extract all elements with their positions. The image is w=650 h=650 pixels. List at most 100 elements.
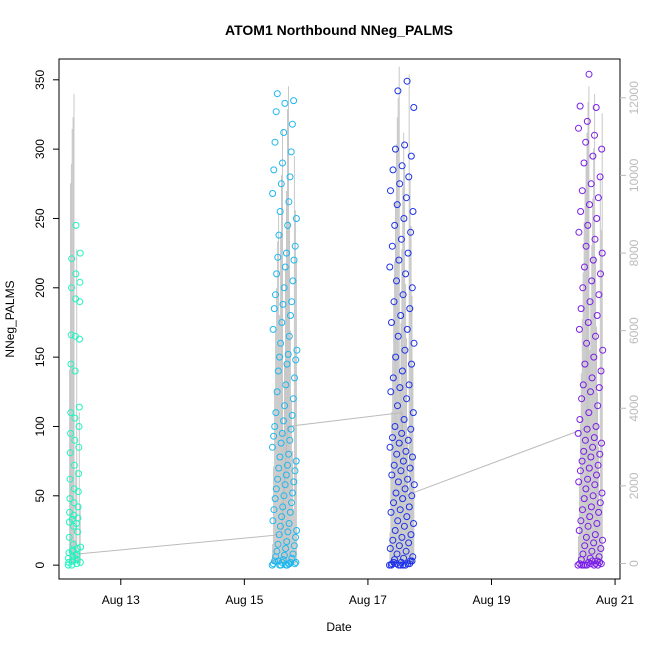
data-point: [591, 531, 599, 539]
data-point: [72, 551, 80, 559]
data-point: [287, 312, 294, 319]
data-point: [286, 436, 294, 444]
data-point: [281, 99, 289, 107]
data-point: [400, 215, 408, 222]
data-point: [409, 553, 417, 561]
data-point: [272, 409, 280, 417]
data-point: [75, 423, 83, 430]
data-point: [272, 291, 279, 299]
data-point: [68, 547, 76, 555]
data-point: [584, 522, 592, 530]
data-point: [596, 450, 604, 458]
data-point: [591, 235, 599, 243]
data-point: [279, 159, 286, 167]
data-point: [598, 439, 605, 447]
data-point: [581, 436, 589, 444]
data-point: [404, 249, 412, 257]
x-tick-label: Aug 13: [102, 593, 140, 607]
data-point: [288, 499, 295, 507]
data-point: [276, 522, 284, 530]
secondary-series-layer: [69, 66, 603, 564]
data-point: [386, 545, 394, 552]
data-point: [410, 339, 418, 347]
data-point: [591, 131, 598, 139]
data-point: [269, 517, 277, 525]
data-point: [593, 215, 601, 222]
data-point: [292, 558, 300, 566]
data-point: [285, 450, 293, 458]
data-point: [68, 284, 75, 292]
data-point: [402, 194, 410, 202]
data-point: [74, 528, 82, 536]
data-point: [66, 495, 74, 503]
data-point: [407, 228, 415, 236]
data-point: [68, 255, 76, 263]
data-point: [403, 325, 411, 333]
data-point: [589, 256, 597, 264]
data-point: [282, 545, 290, 552]
data-point: [581, 263, 588, 271]
x-tick-label: Aug 19: [472, 593, 510, 607]
data-point: [290, 478, 298, 486]
data-point: [593, 312, 601, 319]
data-point: [395, 439, 403, 447]
data-point: [582, 485, 590, 493]
data-point: [582, 533, 590, 541]
data-point: [595, 384, 603, 392]
data-point: [581, 542, 589, 550]
data-point: [288, 411, 296, 419]
data-point: [593, 520, 601, 527]
data-point: [588, 547, 596, 555]
data-point: [397, 312, 405, 319]
data-point: [291, 242, 299, 250]
data-point: [270, 432, 278, 440]
data-point: [577, 208, 585, 215]
data-point: [391, 221, 399, 229]
data-point: [399, 495, 407, 503]
data-point: [389, 166, 397, 174]
data-point: [397, 467, 405, 475]
x-axis: Aug 13 Aug 15 Aug 17 Aug 19 Aug 21: [102, 579, 634, 607]
data-point: [579, 506, 586, 514]
data-point: [409, 409, 417, 417]
y2-tick-label: 8000: [627, 239, 641, 266]
data-point: [575, 527, 583, 534]
data-point: [287, 148, 295, 156]
data-point: [392, 145, 399, 153]
data-point: [574, 429, 582, 437]
data-point: [71, 436, 79, 444]
data-point: [389, 536, 397, 544]
data-point: [391, 423, 399, 430]
data-point: [281, 481, 289, 489]
connector-layer: [77, 412, 591, 555]
data-point: [389, 434, 396, 442]
data-point: [394, 332, 402, 340]
data-point: [398, 533, 406, 541]
data-point: [387, 187, 394, 195]
data-point: [66, 508, 74, 516]
data-point: [76, 249, 84, 257]
data-point: [390, 298, 398, 306]
data-point: [396, 561, 404, 569]
data-point: [592, 332, 599, 340]
data-point: [409, 453, 416, 461]
data-point: [597, 545, 605, 552]
data-point: [596, 173, 604, 181]
chart-title: ATOM1 Northbound NNeg_PALMS: [225, 22, 453, 38]
data-point: [75, 470, 83, 478]
data-point: [584, 221, 592, 229]
data-point: [388, 319, 395, 326]
data-point: [68, 515, 76, 523]
data-point: [274, 253, 282, 261]
data-point: [595, 291, 603, 299]
data-point: [70, 485, 78, 493]
data-point: [590, 539, 598, 547]
data-point: [579, 284, 587, 292]
data-point: [394, 402, 401, 410]
data-point: [586, 298, 594, 306]
data-point: [396, 180, 404, 188]
data-point: [400, 416, 408, 423]
data-point: [587, 453, 595, 461]
y-tick-label: 300: [33, 139, 47, 159]
data-point: [575, 478, 583, 486]
